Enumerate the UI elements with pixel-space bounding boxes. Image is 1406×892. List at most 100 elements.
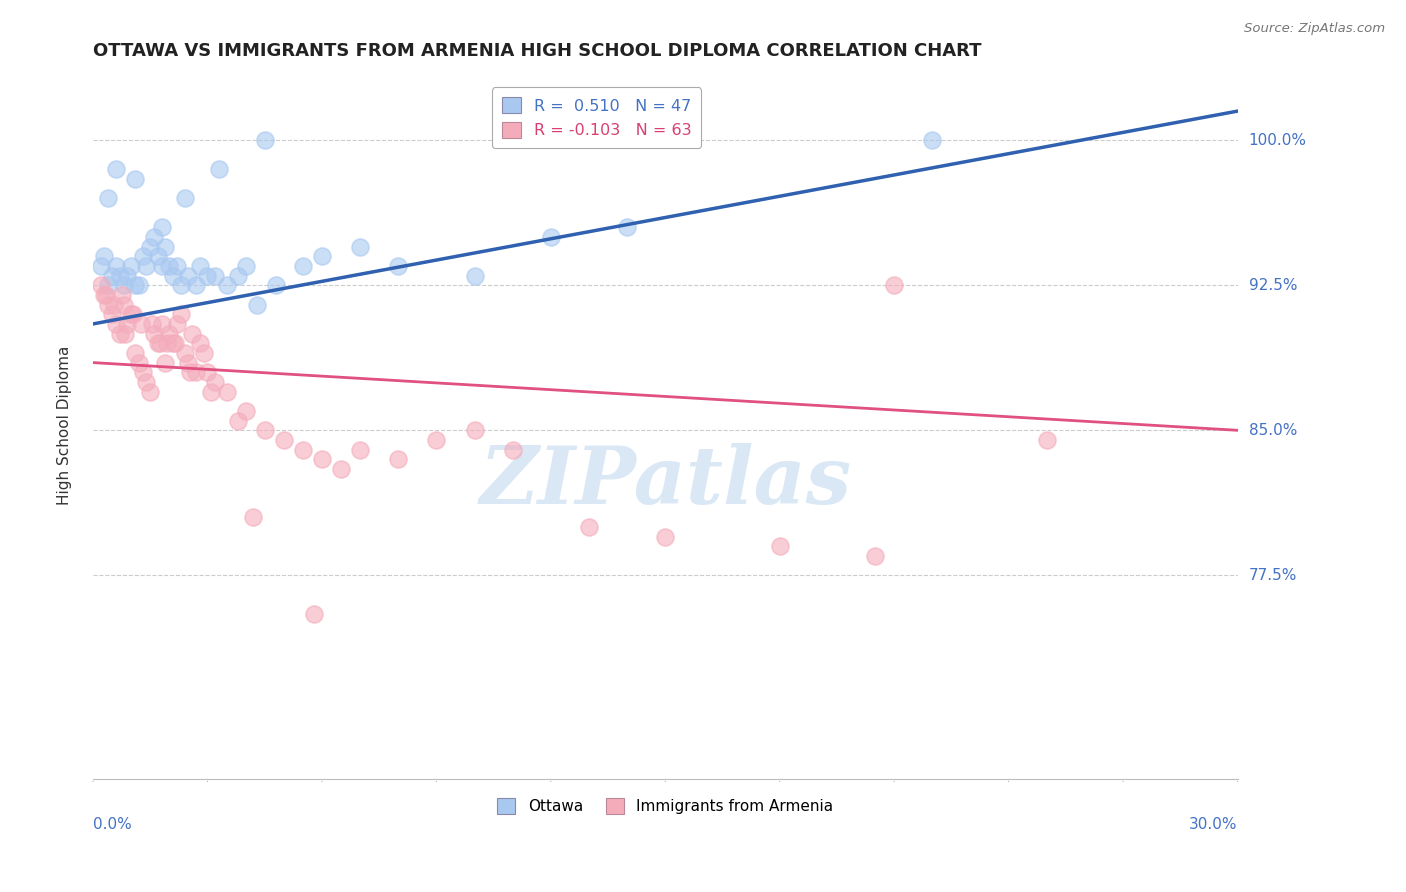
Point (304, 607, 326, 621)
Point (387, 259, 409, 273)
Point (124, 278, 146, 293)
Point (208, 162, 231, 177)
Point (96, 288, 118, 302)
Point (330, 462, 353, 476)
Point (90, 259, 112, 273)
Point (242, 510, 264, 524)
Point (246, 297, 269, 311)
Point (146, 336, 169, 351)
Point (129, 317, 152, 331)
Point (166, 317, 188, 331)
Point (155, 356, 177, 370)
Point (463, 423, 485, 437)
Point (226, 414, 249, 428)
Point (349, 239, 371, 253)
Text: 30.0%: 30.0% (1189, 817, 1237, 832)
Point (120, 307, 142, 321)
Point (93, 249, 115, 263)
Point (179, 365, 201, 379)
Point (146, 249, 169, 263)
Point (112, 278, 135, 293)
Point (197, 365, 219, 379)
Point (162, 268, 184, 283)
Point (117, 268, 139, 283)
Point (124, 171, 146, 186)
Point (103, 297, 125, 311)
Point (311, 452, 333, 467)
Point (193, 346, 215, 360)
Text: Source: ZipAtlas.com: Source: ZipAtlas.com (1244, 22, 1385, 36)
Point (128, 278, 150, 293)
Point (93, 288, 115, 302)
Point (578, 520, 600, 534)
Point (97, 297, 120, 311)
Point (108, 326, 131, 341)
Point (111, 288, 134, 302)
Text: 0.0%: 0.0% (93, 817, 132, 832)
Point (253, 423, 276, 437)
Point (131, 249, 153, 263)
Point (184, 278, 207, 293)
Point (124, 346, 146, 360)
Text: 77.5%: 77.5% (1249, 568, 1296, 582)
Point (114, 326, 136, 341)
Point (170, 307, 193, 321)
Point (150, 317, 173, 331)
Point (200, 384, 222, 399)
Point (177, 356, 200, 370)
Point (139, 384, 162, 399)
Point (170, 278, 193, 293)
Point (264, 278, 287, 293)
Point (863, 549, 886, 563)
Point (135, 259, 157, 273)
Point (215, 278, 238, 293)
Point (97, 278, 120, 293)
Point (135, 375, 157, 389)
Point (349, 442, 371, 457)
Point (188, 336, 211, 351)
Point (616, 220, 638, 235)
Point (769, 540, 792, 554)
Text: OTTAWA VS IMMIGRANTS FROM ARMENIA HIGH SCHOOL DIPLOMA CORRELATION CHART: OTTAWA VS IMMIGRANTS FROM ARMENIA HIGH S… (93, 42, 981, 60)
Point (150, 220, 173, 235)
Point (204, 268, 226, 283)
Point (104, 317, 127, 331)
Point (157, 259, 180, 273)
Point (104, 162, 127, 177)
Point (540, 230, 562, 244)
Point (502, 442, 524, 457)
Point (139, 239, 162, 253)
Point (112, 297, 135, 311)
Point (104, 259, 127, 273)
Text: 85.0%: 85.0% (1249, 423, 1296, 438)
Point (131, 365, 153, 379)
Point (253, 133, 276, 147)
Point (204, 375, 226, 389)
Point (235, 259, 257, 273)
Point (150, 259, 173, 273)
Point (188, 259, 211, 273)
Point (425, 433, 447, 447)
Point (149, 336, 172, 351)
Point (97, 191, 120, 205)
Point (311, 249, 333, 263)
Point (226, 268, 249, 283)
Point (122, 307, 145, 321)
Point (173, 191, 195, 205)
Point (90, 278, 112, 293)
Point (157, 326, 180, 341)
Point (883, 278, 905, 293)
Point (184, 365, 207, 379)
Y-axis label: High School Diploma: High School Diploma (58, 346, 72, 505)
Point (101, 268, 124, 283)
Point (163, 336, 186, 351)
Point (181, 326, 204, 341)
Point (463, 268, 485, 283)
Point (291, 259, 314, 273)
Point (166, 259, 188, 273)
Text: ZIPatlas: ZIPatlas (479, 443, 852, 521)
Point (155, 239, 177, 253)
Point (173, 346, 195, 360)
Point (120, 259, 142, 273)
Point (177, 268, 200, 283)
